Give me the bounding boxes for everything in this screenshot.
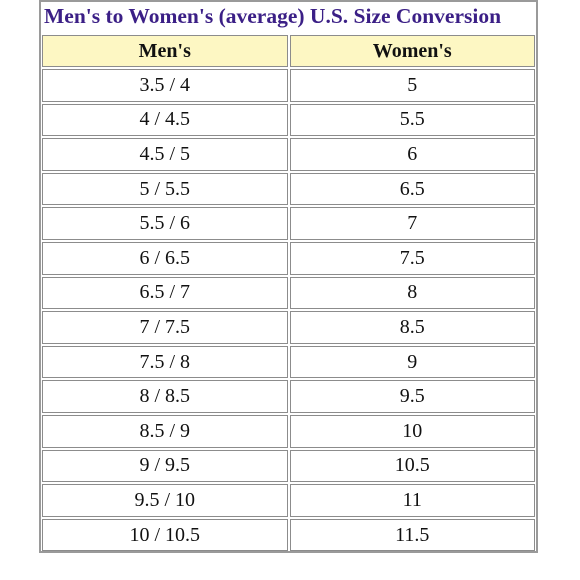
mens-size-cell: 4 / 4.5 xyxy=(42,103,288,137)
womens-size-cell: 5 xyxy=(289,69,535,102)
table-row: 8 / 8.5 9.5 xyxy=(42,380,535,413)
womens-size-cell: 6.5 xyxy=(289,172,535,206)
table-row: 7 / 7.5 8.5 xyxy=(42,311,535,344)
womens-size-cell: 8.5 xyxy=(289,311,535,344)
mens-size-cell: 10 / 10.5 xyxy=(42,518,288,552)
mens-size-cell: 4.5 / 5 xyxy=(42,138,288,171)
table-row: 6 / 6.5 7.5 xyxy=(42,241,535,275)
mens-size-cell: 9.5 / 10 xyxy=(42,484,288,517)
womens-size-cell: 10.5 xyxy=(289,449,535,483)
mens-size-cell: 5 / 5.5 xyxy=(42,172,288,206)
size-conversion-table-frame: Men's to Women's (average) U.S. Size Con… xyxy=(39,0,538,553)
mens-size-cell: 6.5 / 7 xyxy=(42,276,288,310)
mens-size-cell: 7 / 7.5 xyxy=(42,311,288,344)
table-row: 9.5 / 10 11 xyxy=(42,484,535,517)
mens-size-cell: 8.5 / 9 xyxy=(42,414,288,448)
mens-size-cell: 5.5 / 6 xyxy=(42,207,288,240)
table-row: 9 / 9.5 10.5 xyxy=(42,449,535,483)
womens-size-cell: 10 xyxy=(289,414,535,448)
table-row: 4 / 4.5 5.5 xyxy=(42,103,535,137)
header-womens: Women's xyxy=(289,35,535,67)
mens-size-cell: 7.5 / 8 xyxy=(42,345,288,379)
womens-size-cell: 7 xyxy=(289,207,535,240)
table-row: 5 / 5.5 6.5 xyxy=(42,172,535,206)
womens-size-cell: 8 xyxy=(289,276,535,310)
mens-size-cell: 6 / 6.5 xyxy=(42,241,288,275)
womens-size-cell: 5.5 xyxy=(289,103,535,137)
table-caption: Men's to Women's (average) U.S. Size Con… xyxy=(44,4,502,28)
womens-size-cell: 7.5 xyxy=(289,241,535,275)
mens-size-cell: 3.5 / 4 xyxy=(42,69,288,102)
womens-size-cell: 11.5 xyxy=(289,518,535,552)
womens-size-cell: 9 xyxy=(289,345,535,379)
header-mens: Men's xyxy=(42,35,288,67)
mens-size-cell: 9 / 9.5 xyxy=(42,449,288,483)
mens-size-cell: 8 / 8.5 xyxy=(42,380,288,413)
table-row: 8.5 / 9 10 xyxy=(42,414,535,448)
womens-size-cell: 6 xyxy=(289,138,535,171)
womens-size-cell: 11 xyxy=(289,484,535,517)
table-row: 10 / 10.5 11.5 xyxy=(42,518,535,552)
womens-size-cell: 9.5 xyxy=(289,380,535,413)
header-row: Men's Women's xyxy=(42,35,535,67)
